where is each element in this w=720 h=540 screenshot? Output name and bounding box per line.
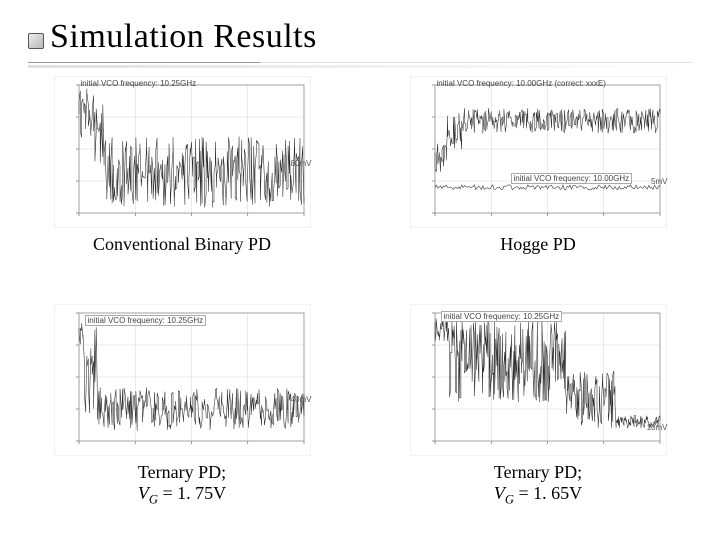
cell-ternary-pd-175v: initial VCO frequency: 10.25GHz 40mV Ter… bbox=[28, 304, 336, 508]
title-row: Simulation Results bbox=[28, 18, 692, 62]
right-annotation: 5mV bbox=[651, 177, 667, 186]
title-underline bbox=[28, 62, 692, 63]
page-title: Simulation Results bbox=[50, 18, 317, 56]
caption-vg-prefix: V bbox=[138, 483, 149, 503]
caption-vg-prefix: V bbox=[494, 483, 505, 503]
inset-label: initial VCO frequency: 10.25GHz bbox=[81, 79, 197, 88]
caption: Hogge PD bbox=[500, 234, 576, 256]
inset-box-label: initial VCO frequency: 10.00GHz bbox=[511, 173, 633, 184]
inset-label: initial VCO frequency: 10.25GHz bbox=[85, 315, 207, 326]
caption-line1: Ternary PD; bbox=[138, 462, 226, 482]
right-annotation: 80mV bbox=[291, 159, 312, 168]
caption-line1: Ternary PD; bbox=[494, 462, 582, 482]
cell-conventional-binary-pd: initial VCO frequency: 10.25GHz 80mV Con… bbox=[28, 76, 336, 280]
plot-svg bbox=[411, 305, 666, 455]
caption-vg-rest: = 1. 65V bbox=[514, 483, 582, 503]
inset-label: initial VCO frequency: 10.00GHz (correct… bbox=[437, 79, 606, 88]
right-annotation: 10mV bbox=[647, 423, 668, 432]
chart-ternary-pd-175v: initial VCO frequency: 10.25GHz 40mV bbox=[54, 304, 311, 456]
caption: Ternary PD; VG = 1. 75V bbox=[138, 462, 226, 508]
title-underline-shadow bbox=[28, 65, 692, 68]
plot-svg bbox=[55, 305, 310, 455]
caption-vg-rest: = 1. 75V bbox=[158, 483, 226, 503]
title-bullet-icon bbox=[28, 33, 44, 49]
plot-svg bbox=[55, 77, 310, 227]
caption-vg-subscript: G bbox=[149, 493, 158, 507]
cell-ternary-pd-165v: initial VCO frequency: 10.25GHz 10mV Ter… bbox=[384, 304, 692, 508]
caption-vg-subscript: G bbox=[505, 493, 514, 507]
inset-label: initial VCO frequency: 10.25GHz bbox=[441, 311, 563, 322]
plot-svg bbox=[411, 77, 666, 227]
charts-grid: initial VCO frequency: 10.25GHz 80mV Con… bbox=[28, 76, 692, 508]
chart-hogge-pd: initial VCO frequency: 10.00GHz (correct… bbox=[410, 76, 667, 228]
cell-hogge-pd: initial VCO frequency: 10.00GHz (correct… bbox=[384, 76, 692, 280]
slide: Simulation Results initial VCO frequency… bbox=[0, 0, 720, 540]
right-annotation: 40mV bbox=[291, 395, 312, 404]
caption: Ternary PD; VG = 1. 65V bbox=[494, 462, 582, 508]
chart-conventional-binary-pd: initial VCO frequency: 10.25GHz 80mV bbox=[54, 76, 311, 228]
chart-ternary-pd-165v: initial VCO frequency: 10.25GHz 10mV bbox=[410, 304, 667, 456]
caption: Conventional Binary PD bbox=[93, 234, 271, 256]
